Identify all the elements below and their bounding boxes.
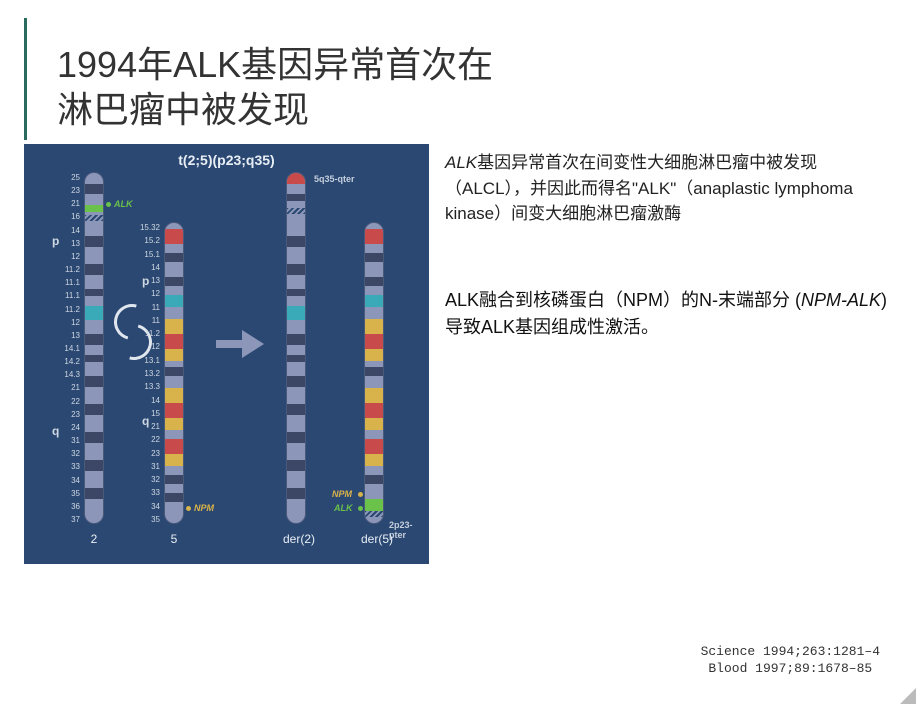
para2-part1: ALK融合到核磷蛋白（NPM）的N-末端部分 ( (445, 290, 801, 310)
title-line-1: 1994年ALK基因异常首次在 (57, 42, 890, 87)
para1-italic-prefix: ALK (445, 153, 477, 172)
paragraph-2: ALK融合到核磷蛋白（NPM）的N-末端部分 (NPM-ALK)导致ALK基因组… (445, 287, 896, 341)
para1-body: 基因异常首次在间变性大细胞淋巴瘤中被发现（ALCL），并因此而得名"ALK"（a… (445, 153, 853, 223)
der5-npm-marker (358, 492, 363, 497)
alk-gene-label: ALK (114, 199, 133, 209)
der5-npm-label: NPM (332, 489, 352, 499)
npm-gene-marker (186, 506, 191, 511)
chromosome-2 (84, 172, 104, 524)
description-column: ALK基因异常首次在间变性大细胞淋巴瘤中被发现（ALCL），并因此而得名"ALK… (445, 144, 896, 564)
translocation-arrow-icon (216, 340, 244, 348)
der2-top-marker: 5q35-qter (314, 174, 355, 184)
der5-alk-marker (358, 506, 363, 511)
para2-italic: NPM-ALK (801, 290, 881, 310)
der2-bottom-label: der(2) (274, 532, 324, 546)
derivative-chromosome-2 (286, 172, 306, 524)
translocation-arrow-icon (242, 330, 264, 358)
translocation-label: t(2;5)(p23;q35) (178, 152, 274, 168)
slide-corner-icon (894, 682, 916, 704)
title-line-2: 淋巴瘤中被发现 (57, 87, 890, 132)
chr2-bottom-label: 2 (79, 532, 109, 546)
reference-1: Science 1994;263:1281–4 (701, 643, 880, 661)
paragraph-1: ALK基因异常首次在间变性大细胞淋巴瘤中被发现（ALCL），并因此而得名"ALK… (445, 150, 896, 227)
chromosome-5 (164, 222, 184, 524)
der5-bottom-label: der(5) (352, 532, 402, 546)
npm-gene-label: NPM (194, 503, 214, 513)
der5-alk-label: ALK (334, 503, 353, 513)
slide-title: 1994年ALK基因异常首次在 淋巴瘤中被发现 (24, 18, 920, 140)
derivative-chromosome-5 (364, 222, 384, 524)
alk-gene-marker (106, 202, 111, 207)
chromosome-translocation-diagram: t(2;5)(p23;q35) p q ["25","23","21","16"… (24, 144, 429, 564)
reference-2: Blood 1997;89:1678–85 (701, 660, 880, 678)
references: Science 1994;263:1281–4 Blood 1997;89:16… (701, 643, 880, 678)
chr5-bottom-label: 5 (159, 532, 189, 546)
